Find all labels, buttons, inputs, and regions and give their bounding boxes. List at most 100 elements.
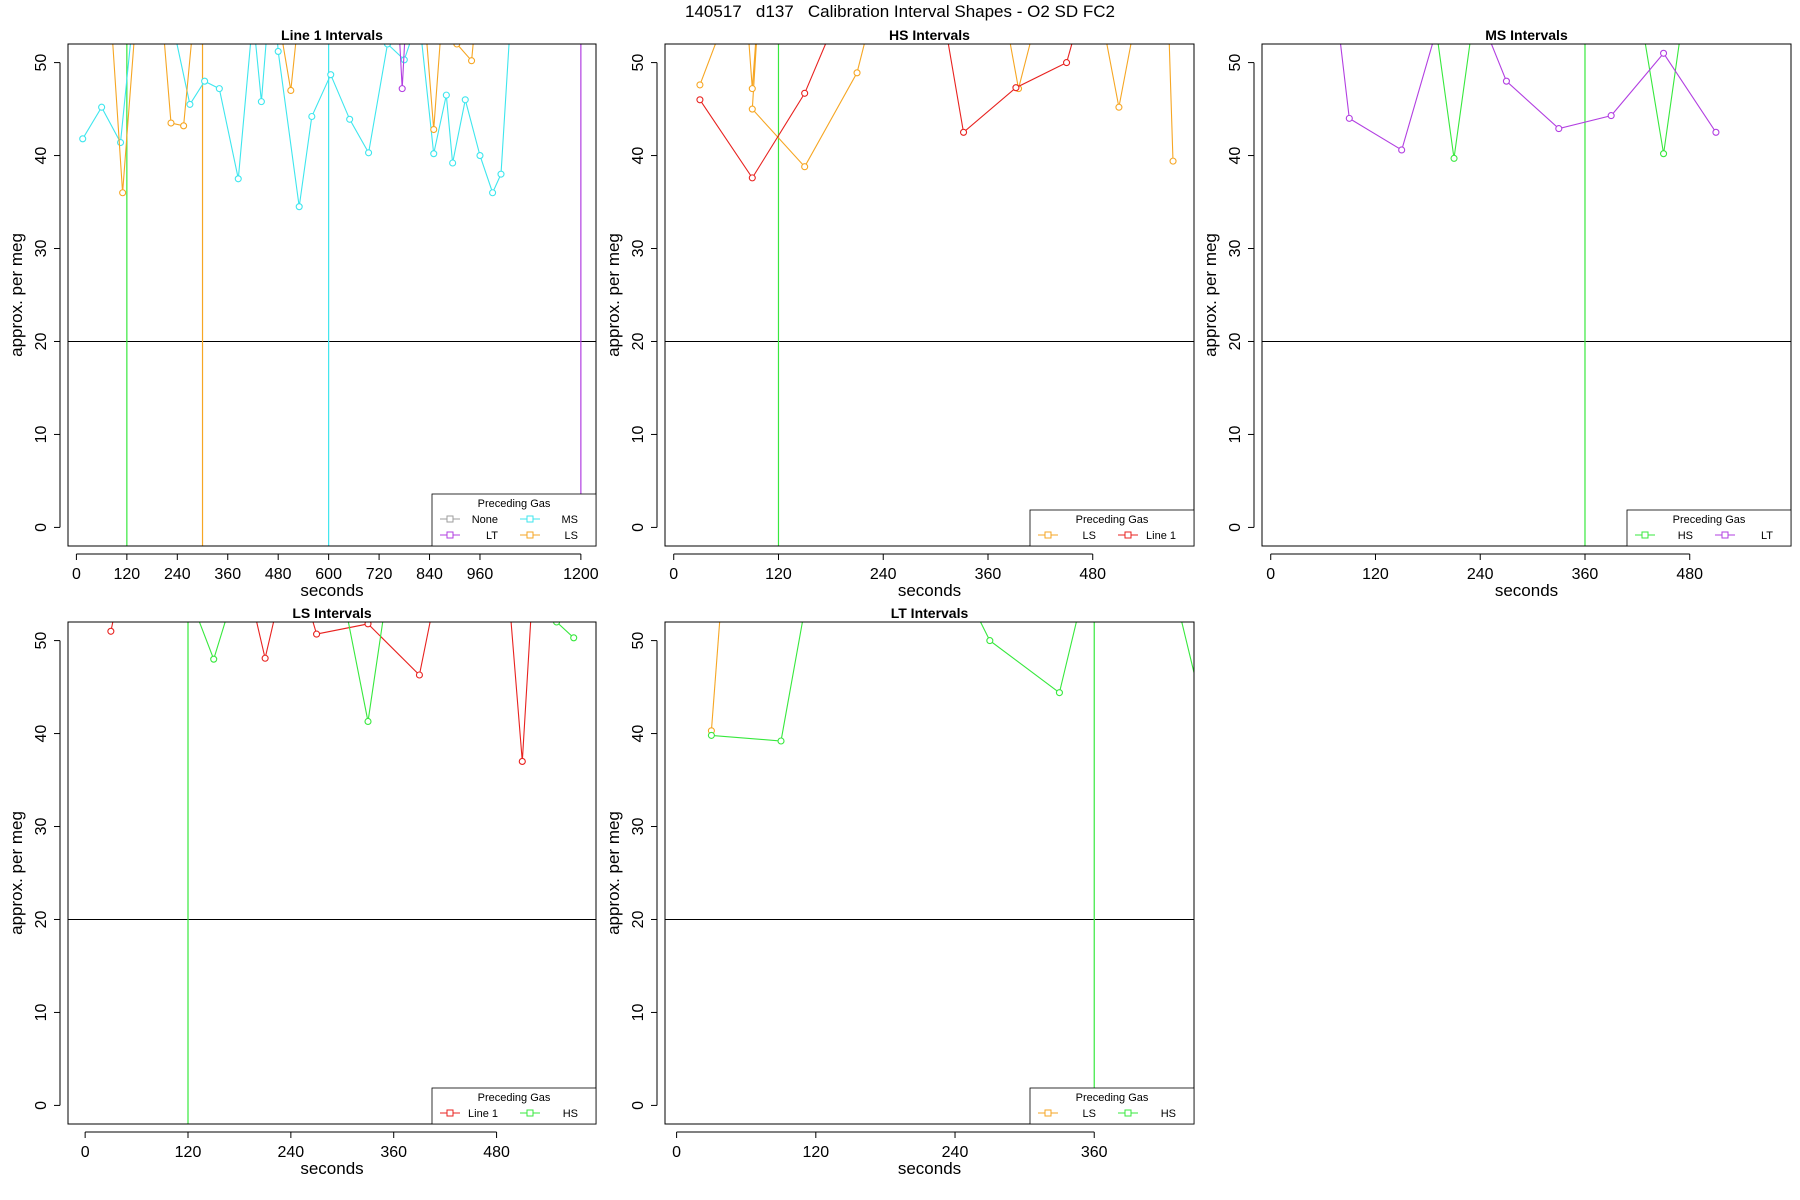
legend-swatch-marker (526, 531, 534, 539)
x-tick-label: 120 (114, 566, 141, 583)
data-point (364, 717, 372, 726)
panel-title: Line 1 Intervals (281, 27, 383, 43)
data-point (274, 47, 282, 55)
data-point (210, 655, 218, 663)
legend-entry-label: LT (1761, 530, 1773, 542)
x-axis-label: seconds (898, 581, 961, 600)
data-point (801, 163, 809, 171)
data-point (497, 170, 505, 178)
data-point (476, 152, 484, 160)
y-tick-label: 30 (1227, 240, 1244, 258)
y-tick-label: 40 (1227, 147, 1244, 165)
data-point (430, 150, 438, 158)
x-tick-label: 600 (315, 566, 342, 583)
x-tick-label: 360 (380, 1144, 407, 1161)
x-tick-label: 240 (164, 566, 191, 583)
y-tick-label: 30 (630, 240, 647, 258)
data-point (98, 103, 106, 111)
y-axis-label: approx. per meg (7, 233, 26, 357)
y-tick-label: 10 (1227, 425, 1244, 443)
data-point (696, 81, 704, 89)
plot-frame (664, 621, 1195, 1125)
y-tick-label: 40 (630, 725, 647, 743)
panel-ms-intervals: MS Intervals 0 120 240 360 480 seconds 0 10 20 30 4… (1201, 27, 1792, 600)
y-tick-label: 10 (33, 425, 50, 443)
y-tick-label: 10 (630, 425, 647, 443)
y-tick-label: 30 (33, 818, 50, 836)
y-tick-label: 50 (33, 54, 50, 72)
x-tick-label: 120 (802, 1144, 829, 1161)
x-tick-label: 240 (278, 1144, 305, 1161)
legend-swatch-marker (526, 1109, 534, 1117)
y-tick-label: 50 (630, 54, 647, 72)
x-tick-label: 240 (1467, 566, 1494, 583)
series-line-ms (82, 44, 510, 207)
y-tick-label: 0 (630, 523, 647, 532)
legend-entry-label: HS (1678, 530, 1693, 542)
data-point (461, 96, 469, 104)
data-point (365, 149, 373, 157)
data-point (570, 634, 578, 642)
y-tick-label: 0 (33, 523, 50, 532)
data-point (257, 98, 265, 106)
x-tick-label: 480 (483, 1144, 510, 1161)
panel-lt-intervals: LT Intervals 0 120 240 360 seconds 0 10 20 30 40 50… (604, 605, 1195, 1178)
y-tick-label: 30 (630, 818, 647, 836)
plot-area (68, 622, 596, 1124)
legend-entry-label: None (472, 514, 498, 526)
data-point (1660, 49, 1668, 57)
x-tick-label: 0 (1266, 566, 1275, 583)
data-point (1115, 103, 1123, 111)
plot-area (1262, 44, 1791, 546)
x-tick-label: 0 (72, 566, 81, 583)
series-line-line-1 (110, 622, 532, 762)
series-line-line-1 (699, 44, 1073, 179)
legend: Preceding Gas None MS LT LS (431, 493, 597, 547)
x-tick-label: 360 (1081, 1144, 1108, 1161)
series-line-hs (198, 622, 575, 722)
data-point (468, 57, 476, 65)
legend-swatch-marker (1641, 531, 1649, 539)
panel-hs-intervals: HS Intervals 0 120 240 360 480 seconds 0 10 20 30 4… (604, 27, 1195, 600)
y-tick-label: 20 (33, 910, 50, 928)
data-point (186, 100, 194, 108)
panel-line1-intervals: Line 1 Intervals 0 120 240 360 480 600 720 840 96… (7, 27, 599, 600)
data-point (959, 128, 968, 136)
data-point (1345, 114, 1353, 122)
data-point (308, 112, 316, 121)
panel-title: MS Intervals (1485, 27, 1568, 43)
data-point (748, 85, 756, 93)
y-axis-label: approx. per meg (7, 811, 26, 935)
data-point (1012, 84, 1020, 92)
data-point (801, 89, 809, 97)
data-point (215, 85, 223, 93)
data-point (295, 203, 303, 211)
data-point (748, 174, 756, 182)
data-point (430, 125, 438, 134)
series-line-lt (1339, 44, 1717, 151)
legend-entry-label: Line 1 (468, 1108, 498, 1120)
data-point (261, 654, 269, 662)
plot-area (665, 622, 1194, 1124)
legend-entry-label: Line 1 (1146, 530, 1176, 542)
panel-title: HS Intervals (889, 27, 970, 43)
data-point (1398, 146, 1406, 154)
data-point (696, 96, 704, 104)
legend: Preceding Gas Line 1 HS (431, 1087, 597, 1125)
legend-box (1029, 1087, 1195, 1125)
data-point (1055, 689, 1063, 697)
data-point (180, 122, 188, 130)
data-point (707, 731, 715, 739)
data-point (1607, 112, 1615, 120)
y-tick-label: 40 (33, 147, 50, 165)
y-tick-label: 20 (33, 332, 50, 350)
x-tick-label: 120 (765, 566, 792, 583)
legend-box (431, 493, 597, 547)
y-tick-label: 10 (630, 1003, 647, 1021)
plot-area (665, 44, 1194, 546)
panel-title: LT Intervals (891, 605, 969, 621)
data-point (398, 85, 406, 93)
data-point (453, 44, 461, 48)
data-point (119, 189, 127, 197)
panel-title: LS Intervals (292, 605, 372, 621)
